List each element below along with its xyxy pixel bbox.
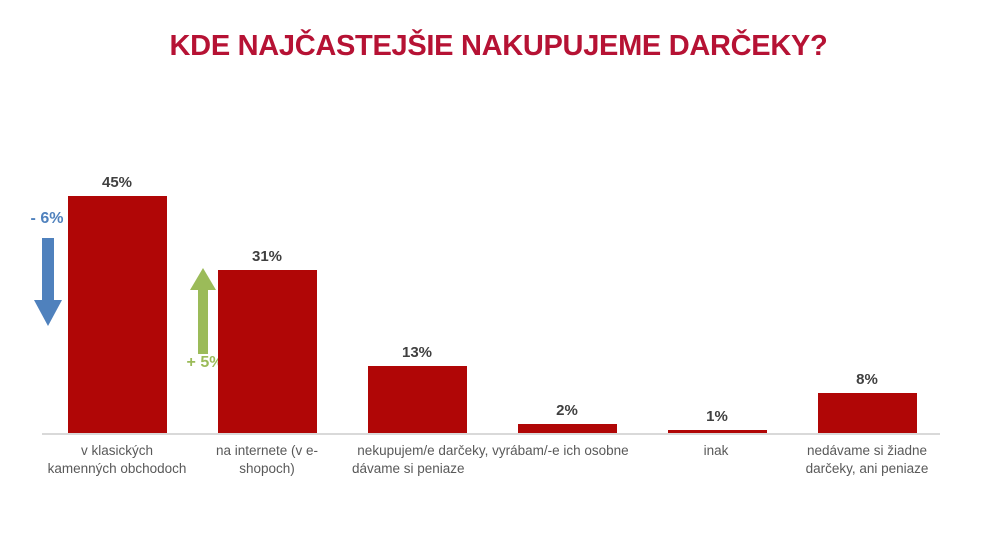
bar-4 (517, 424, 617, 435)
bar-value-label: 8% (856, 371, 878, 388)
bar-3 (367, 366, 467, 435)
bar-2 (217, 270, 317, 435)
up-arrow-icon (190, 268, 216, 354)
bar-value-label: 45% (101, 174, 133, 191)
x-axis-line (42, 433, 940, 435)
increase-annotation-label: + 5% (186, 354, 224, 371)
bar-value-label: 1% (706, 408, 728, 425)
bar-value-label: 31% (251, 248, 283, 265)
bar-value-label: 2% (556, 402, 578, 419)
chart-title: KDE NAJČASTEJŠIE NAKUPUJEME DARČEKY? (169, 30, 828, 62)
category-label: nedávame si žiadne darčeky, ani peniaze (805, 443, 929, 476)
down-arrow-icon (34, 238, 62, 326)
bar-1 (67, 196, 167, 435)
category-label: inak (703, 443, 729, 458)
bar-5 (667, 430, 767, 435)
category-label: v klasických kamenných obchodoch (47, 443, 187, 476)
category-label: nekupujem/e darčeky, vyrábam/-e ich osob… (352, 443, 629, 476)
decrease-annotation-label: - 6% (30, 210, 64, 227)
category-label: na internete (v e-shopoch) (215, 443, 319, 476)
bar-value-label: 13% (401, 344, 433, 361)
bar-6 (817, 393, 917, 435)
